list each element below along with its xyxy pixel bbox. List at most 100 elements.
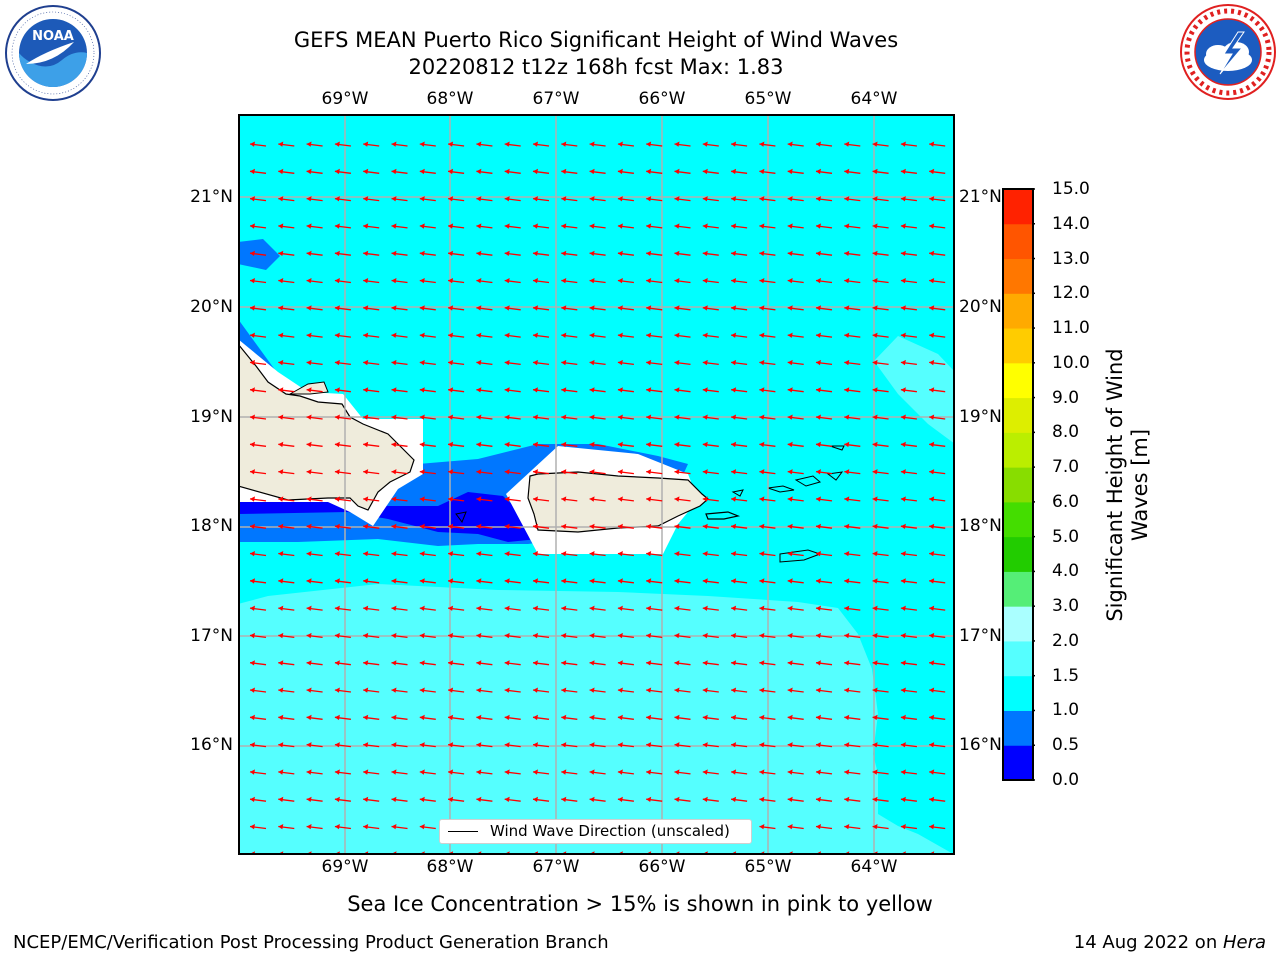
wave-direction-arrow xyxy=(448,305,465,311)
wave-direction-arrow xyxy=(363,359,380,366)
lon-tick-bottom-67: 67°W xyxy=(532,857,580,877)
wave-direction-arrow xyxy=(759,305,776,311)
lon-tick-bottom-64: 64°W xyxy=(850,857,898,877)
wave-direction-arrow xyxy=(929,660,946,666)
wave-direction-arrow xyxy=(674,305,691,311)
colorbar-cell xyxy=(1003,675,1033,711)
wave-direction-arrow xyxy=(815,769,833,775)
wave-direction-arrow xyxy=(759,714,776,721)
wave-direction-arrow xyxy=(448,414,465,420)
wave-direction-arrow xyxy=(872,305,889,311)
wave-direction-arrow xyxy=(929,469,946,475)
wave-direction-arrow xyxy=(334,523,351,529)
wave-direction-arrow xyxy=(589,523,606,529)
wave-direction-arrow xyxy=(589,742,606,748)
wave-direction-arrow xyxy=(674,714,691,721)
wave-direction-arrow xyxy=(278,824,295,830)
wave-direction-arrow xyxy=(844,714,861,721)
wave-direction-arrow xyxy=(787,250,804,256)
wave-direction-arrow xyxy=(929,305,946,311)
wave-direction-arrow xyxy=(702,359,719,366)
wave-direction-arrow xyxy=(929,632,946,639)
wave-direction-arrow xyxy=(589,714,606,721)
map-frame xyxy=(238,114,955,855)
wave-direction-arrow xyxy=(306,578,323,584)
colorbar-tick-label: 5.0 xyxy=(1052,526,1080,547)
wave-direction-arrow xyxy=(306,796,323,802)
wave-direction-arrow xyxy=(617,414,634,420)
wave-direction-arrow xyxy=(306,414,323,420)
wave-direction-arrow xyxy=(476,769,493,775)
wave-direction-arrow xyxy=(646,414,663,420)
wave-direction-arrow xyxy=(731,305,748,311)
colorbar-cell xyxy=(1003,710,1033,746)
wave-direction-arrow xyxy=(759,551,776,557)
wave-direction-arrow xyxy=(532,742,550,748)
wave-direction-arrow xyxy=(589,250,606,256)
wave-direction-arrow xyxy=(929,687,946,693)
wave-direction-arrow xyxy=(900,441,917,448)
wave-direction-arrow xyxy=(617,769,634,775)
wave-direction-arrow xyxy=(334,796,351,802)
colorbar-tick-label: 8.0 xyxy=(1052,422,1080,443)
wave-direction-arrow xyxy=(419,278,436,284)
wave-direction-arrow xyxy=(815,742,833,748)
wave-direction-arrow xyxy=(448,196,465,202)
wave-direction-arrow xyxy=(306,660,323,666)
wave-direction-arrow xyxy=(787,305,804,311)
wave-direction-arrow xyxy=(815,414,833,420)
wave-direction-arrow xyxy=(448,578,465,584)
wave-direction-arrow xyxy=(306,332,323,338)
wave-direction-arrow xyxy=(872,250,889,256)
wave-direction-arrow xyxy=(532,551,550,557)
wave-direction-arrow xyxy=(787,168,804,175)
wave-direction-arrow xyxy=(532,278,550,284)
wave-direction-arrow xyxy=(589,168,606,175)
wave-direction-arrow xyxy=(787,714,804,721)
lat-tick-right-17: 17°N xyxy=(959,626,1002,646)
vieques-outline xyxy=(705,511,741,520)
colorbar xyxy=(1002,188,1035,781)
lon-tick-top-66: 66°W xyxy=(638,89,686,109)
wave-direction-arrow xyxy=(504,278,521,284)
wave-direction-arrow xyxy=(900,223,917,229)
wave-direction-arrow xyxy=(900,523,917,529)
wave-direction-arrow xyxy=(702,387,719,393)
wave-direction-arrow xyxy=(759,332,776,338)
colorbar-cell xyxy=(1003,745,1033,781)
wave-direction-arrow xyxy=(900,168,917,175)
wave-direction-arrow xyxy=(815,523,833,529)
wave-direction-arrow xyxy=(391,523,408,529)
wave-direction-arrow xyxy=(900,387,917,393)
wave-direction-arrow xyxy=(448,441,465,448)
wave-direction-arrow xyxy=(532,714,550,721)
wave-direction-arrow xyxy=(561,523,578,529)
wave-direction-arrow xyxy=(872,687,889,693)
wave-direction-arrow xyxy=(617,387,634,393)
wave-direction-arrow xyxy=(249,196,267,202)
wave-direction-arrow xyxy=(787,441,804,448)
wave-direction-arrow xyxy=(617,687,634,693)
wave-direction-arrow xyxy=(702,141,719,147)
wave-direction-arrow xyxy=(617,632,634,639)
lon-tick-bottom-65: 65°W xyxy=(744,857,792,877)
wave-direction-arrow xyxy=(532,387,550,393)
wave-direction-arrow xyxy=(306,250,323,256)
wave-direction-arrow xyxy=(249,441,267,448)
wave-direction-arrow xyxy=(334,687,351,693)
wave-direction-arrow xyxy=(561,223,578,229)
wave-direction-arrow xyxy=(844,578,861,584)
wave-direction-arrow xyxy=(561,469,578,475)
colorbar-cell xyxy=(1003,293,1033,329)
wave-direction-arrow xyxy=(872,387,889,393)
wave-direction-arrow xyxy=(334,742,351,748)
wave-direction-arrow xyxy=(334,387,351,393)
wave-direction-arrow xyxy=(391,496,408,502)
wave-direction-arrow xyxy=(504,441,521,448)
footer-machine: Hera xyxy=(1222,932,1266,953)
wave-direction-arrow xyxy=(419,687,436,693)
wave-direction-arrow xyxy=(617,332,634,338)
wave-direction-arrow xyxy=(929,387,946,393)
wave-direction-arrow xyxy=(391,141,408,147)
wave-direction-arrow xyxy=(702,551,719,557)
